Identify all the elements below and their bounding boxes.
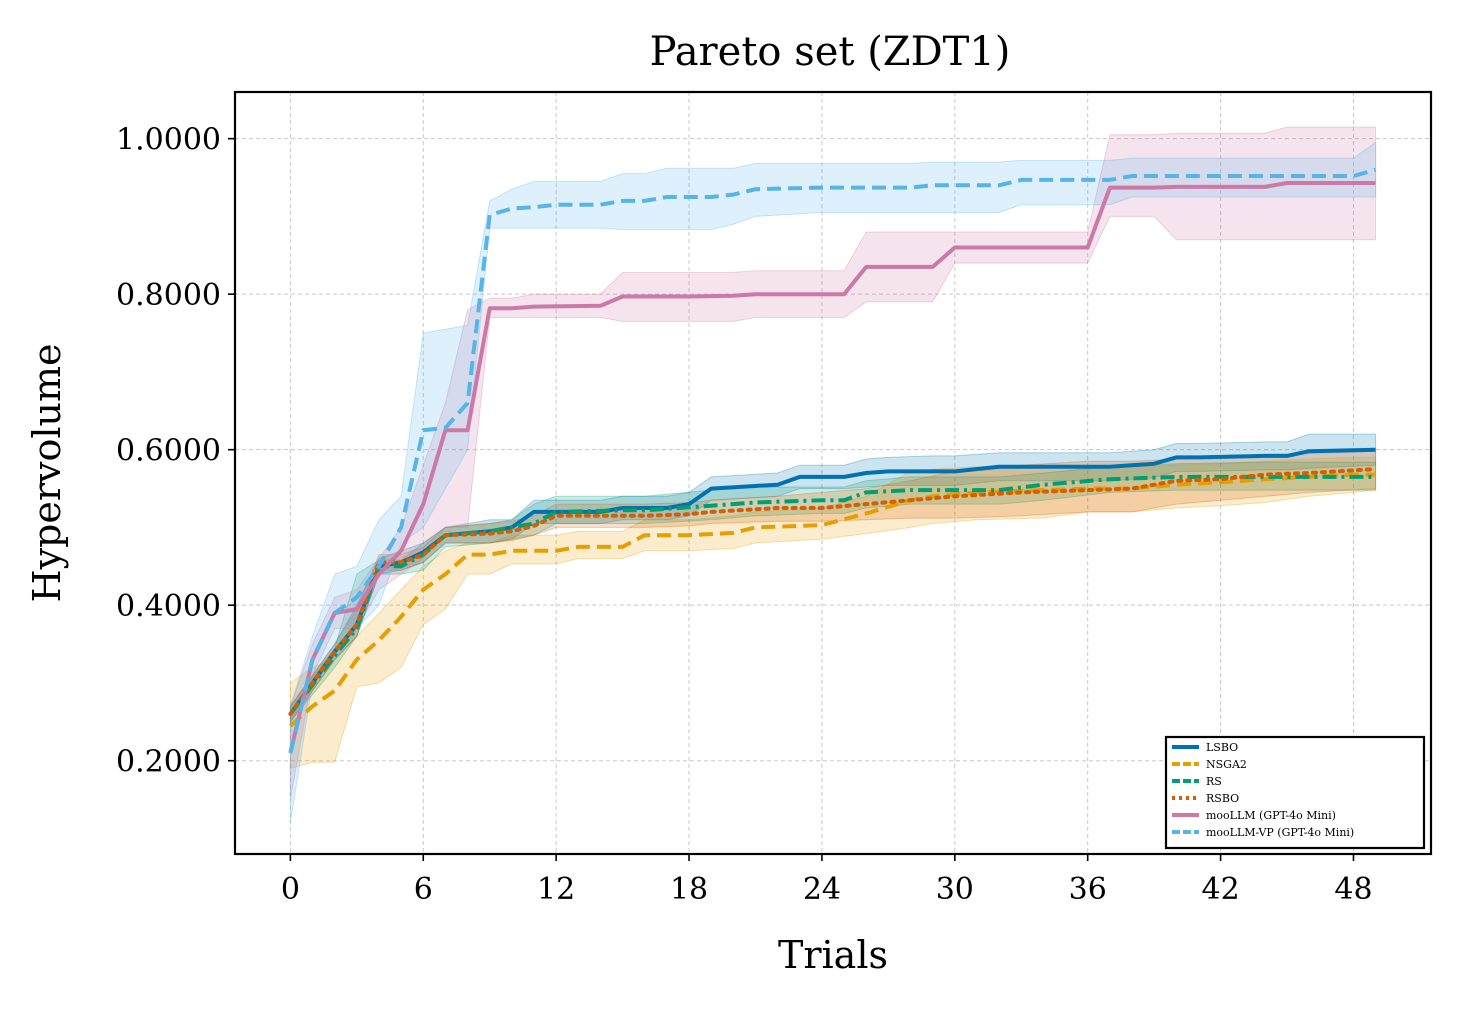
legend-entry: LSBO <box>1206 741 1238 754</box>
y-tick-label: 0.4000 <box>116 589 221 624</box>
x-axis-label: Trials <box>778 933 888 977</box>
x-tick-label: 30 <box>936 872 974 907</box>
y-axis-label: Hypervolume <box>25 343 69 602</box>
x-tick-label: 12 <box>537 872 575 907</box>
legend: LSBO NSGA2 RS RSBO mooLLM (GPT-4o Mini) mooLL… <box>1164 735 1426 850</box>
chart-title: Pareto set (ZDT1) <box>650 29 1011 75</box>
legend-entry: RSBO <box>1206 792 1239 805</box>
x-tick-label: 42 <box>1201 872 1239 907</box>
legend-box <box>1164 735 1426 850</box>
series-lines <box>288 167 1378 754</box>
series-line-5 <box>288 167 1377 754</box>
x-tick-label: 48 <box>1334 872 1372 907</box>
band-0 <box>289 433 1377 724</box>
x-tick-label: 0 <box>281 872 300 907</box>
series-line-3 <box>288 467 1378 716</box>
axis-ticks: 0 6 12 18 24 30 36 42 48 0.2000 0.4000 0.6000 0.8000… <box>116 123 1373 907</box>
series-line-2 <box>288 474 1376 716</box>
x-tick-label: 36 <box>1069 872 1107 907</box>
band-5 <box>289 141 1377 823</box>
legend-entry: mooLLM (GPT-4o Mini) <box>1206 809 1336 822</box>
confidence-bands <box>289 126 1377 823</box>
band-2 <box>289 461 1377 724</box>
y-tick-label: 0.8000 <box>116 278 221 313</box>
legend-entry: mooLLM-VP (GPT-4o Mini) <box>1206 826 1354 839</box>
series-line-4 <box>288 181 1376 754</box>
legend-entry: NSGA2 <box>1206 758 1247 771</box>
plot-frame <box>233 90 1433 856</box>
band-4 <box>289 126 1377 800</box>
y-tick-label: 0.2000 <box>116 745 221 780</box>
y-tick-label: 0.6000 <box>116 434 221 469</box>
x-tick-label: 6 <box>414 872 433 907</box>
legend-entry: RS <box>1206 775 1222 788</box>
x-tick-label: 24 <box>803 872 841 907</box>
series-line-1 <box>289 472 1376 728</box>
x-tick-label: 18 <box>670 872 708 907</box>
y-tick-label: 1.0000 <box>116 123 221 158</box>
band-1 <box>289 456 1377 770</box>
